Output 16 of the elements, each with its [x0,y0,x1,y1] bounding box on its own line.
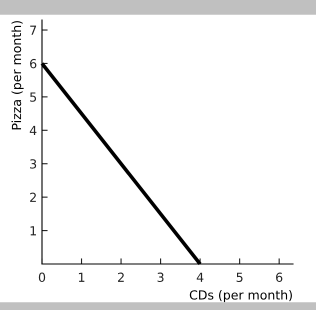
x-tick-label: 0 [38,272,46,282]
x-tick-label: 1 [78,272,84,282]
y-tick-label: 6 [30,58,36,68]
x-tick-label: 5 [236,272,243,282]
y-tick-label: 4 [30,126,36,136]
x-tick-label: 2 [118,272,124,282]
y-tick-label: 3 [30,159,36,169]
y-axis-title: Pizza (per month) [12,21,24,130]
x-axis-title: CDs (per month) [190,290,292,302]
x-tick-label: 3 [158,272,164,282]
y-tick-label: 1 [30,226,36,236]
x-tick-label: 4 [196,272,204,282]
y-tick-label: 7 [30,26,36,35]
y-tick-label: 2 [30,192,36,202]
y-tick-label: 5 [30,92,36,102]
x-tick-label: 6 [276,272,282,282]
